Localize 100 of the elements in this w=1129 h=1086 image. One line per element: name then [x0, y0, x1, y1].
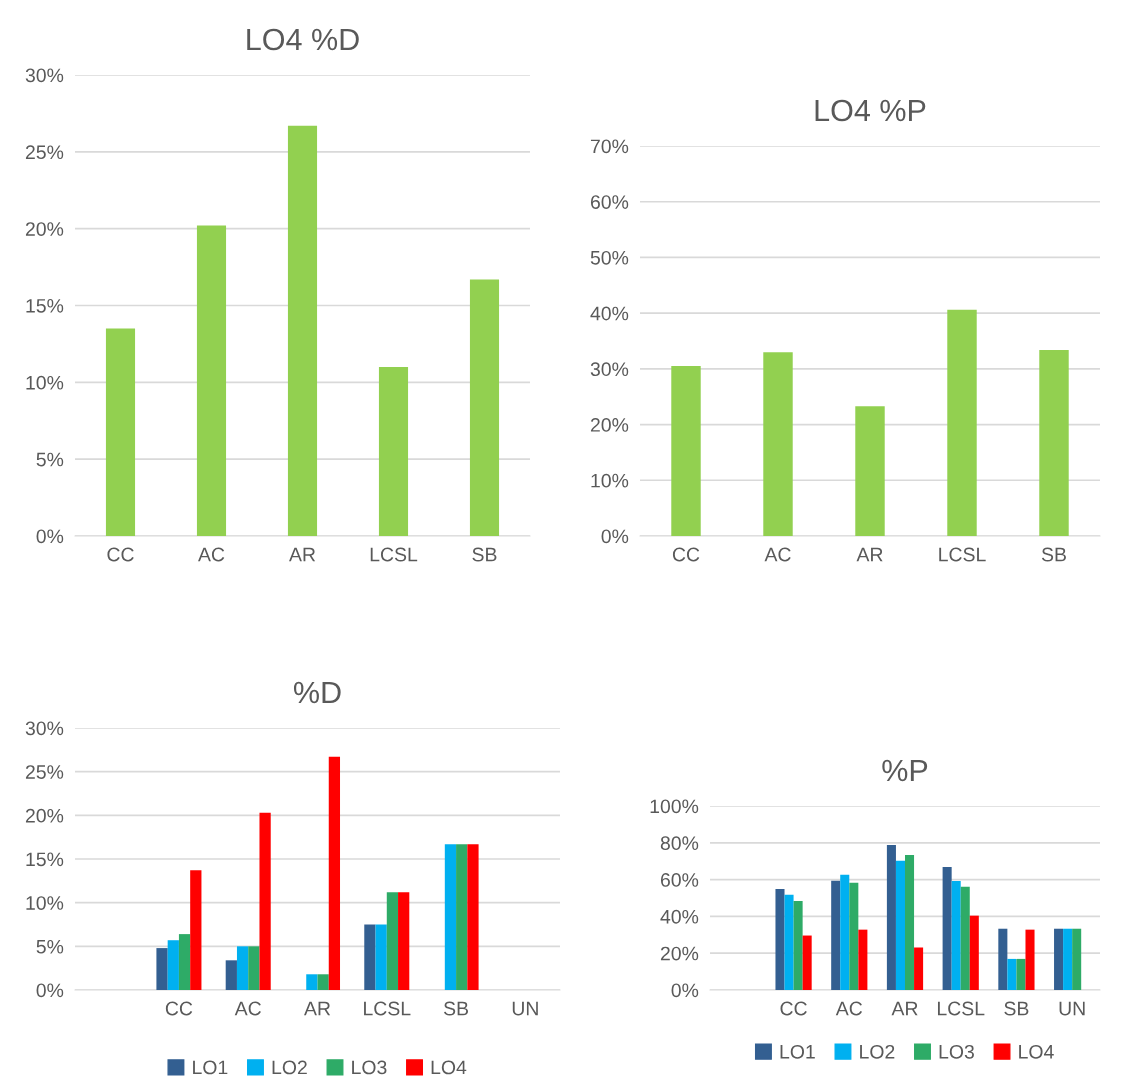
y-tick-label: 25%: [25, 145, 64, 160]
x-tick-label: LCSL: [364, 1001, 411, 1016]
chart-title: LO4 %P: [815, 99, 926, 122]
bar: [167, 940, 179, 990]
bar: [469, 279, 500, 536]
bar: [1072, 928, 1082, 990]
y-tick-label: 40%: [590, 306, 629, 321]
x-tick-label: UN: [1059, 1001, 1085, 1016]
legend-label: LO1: [193, 1060, 228, 1075]
x-tick-label: SB: [1041, 547, 1066, 562]
bar: [763, 352, 793, 536]
bar: [951, 881, 961, 990]
bar: [1054, 928, 1064, 990]
bar: [378, 366, 409, 536]
y-tick-label: 0%: [601, 529, 629, 544]
bar: [225, 960, 237, 990]
x-tick-label: CC: [165, 1001, 193, 1016]
y-tick-label: 15%: [26, 299, 64, 313]
bar: [802, 935, 812, 990]
bar: [775, 888, 785, 990]
y-tick-label: 30%: [25, 68, 64, 83]
bar: [831, 880, 841, 990]
bar: [386, 892, 399, 990]
x-tick-label: UN: [512, 1001, 538, 1016]
bar: [317, 974, 329, 990]
y-tick-label: 25%: [25, 765, 64, 779]
bar: [190, 870, 202, 990]
x-tick-label: SB: [472, 547, 497, 562]
x-tick-label: LCSL: [370, 547, 418, 562]
bar: [156, 948, 168, 990]
bar: [998, 928, 1008, 990]
y-tick-label: 80%: [660, 836, 699, 851]
bar: [328, 756, 341, 990]
bar: [236, 946, 249, 990]
bar: [259, 812, 271, 990]
y-tick-label: 0%: [36, 983, 64, 998]
x-tick-label: SB: [443, 1001, 469, 1016]
bar: [1039, 349, 1069, 536]
x-tick-label: SB: [1004, 1001, 1029, 1016]
x-tick-label: AC: [835, 1001, 863, 1016]
x-tick-label: LCSL: [939, 547, 986, 562]
y-tick-label: 20%: [660, 946, 699, 961]
bar: [960, 886, 970, 990]
y-tick-label: 20%: [590, 418, 629, 432]
bar: [105, 328, 136, 536]
y-tick-label: 10%: [26, 375, 64, 390]
y-tick-label: 5%: [36, 452, 64, 467]
legend-label: LO3: [352, 1060, 387, 1075]
x-tick-label: CC: [780, 1001, 807, 1016]
bar: [942, 866, 952, 990]
legend-label: LO4: [431, 1060, 467, 1075]
bar: [855, 406, 885, 536]
bar: [840, 874, 850, 990]
x-tick-label: AC: [764, 547, 791, 562]
x-tick-label: CC: [672, 547, 700, 562]
bar: [306, 974, 318, 990]
bar: [248, 946, 260, 990]
bar: [456, 844, 468, 990]
y-tick-label: 60%: [660, 873, 699, 887]
bar: [375, 924, 387, 990]
bar: [793, 900, 803, 990]
y-tick-label: 0%: [671, 983, 699, 998]
bar: [905, 854, 915, 990]
bar: [895, 860, 905, 990]
legend-label: LO3: [939, 1044, 974, 1059]
legend-label: LO1: [780, 1044, 815, 1059]
x-tick-label: AR: [304, 1001, 331, 1016]
bar: [1007, 958, 1017, 990]
x-tick-label: AR: [289, 547, 316, 562]
bar: [1016, 958, 1026, 990]
y-tick-label: 0%: [36, 529, 64, 544]
bar: [947, 309, 977, 536]
bar: [858, 929, 868, 990]
bar: [969, 915, 979, 990]
bar: [1063, 928, 1073, 990]
y-tick-label: 30%: [590, 362, 629, 377]
bar: [178, 934, 191, 990]
bar: [914, 947, 924, 990]
y-tick-label: 10%: [591, 473, 629, 488]
y-tick-label: 15%: [26, 852, 64, 867]
x-tick-label: AR: [856, 547, 883, 562]
chart-title: %P: [882, 759, 928, 782]
x-tick-label: CC: [107, 547, 134, 562]
bar: [364, 924, 376, 990]
bar: [467, 844, 479, 990]
y-tick-label: 60%: [590, 195, 629, 209]
x-tick-label: AR: [891, 1001, 918, 1016]
y-tick-label: 5%: [36, 939, 64, 954]
y-tick-label: 30%: [25, 721, 64, 736]
y-tick-label: 100%: [650, 799, 699, 814]
bar: [196, 225, 227, 536]
chart-title: %D: [293, 681, 341, 704]
bar: [1025, 929, 1035, 990]
y-tick-label: 70%: [590, 139, 629, 154]
bar: [398, 892, 410, 990]
y-tick-label: 40%: [660, 909, 699, 924]
y-tick-label: 50%: [590, 250, 629, 265]
y-tick-label: 20%: [25, 222, 64, 236]
bar: [849, 882, 859, 990]
chart-title: LO4 %D: [247, 28, 359, 51]
